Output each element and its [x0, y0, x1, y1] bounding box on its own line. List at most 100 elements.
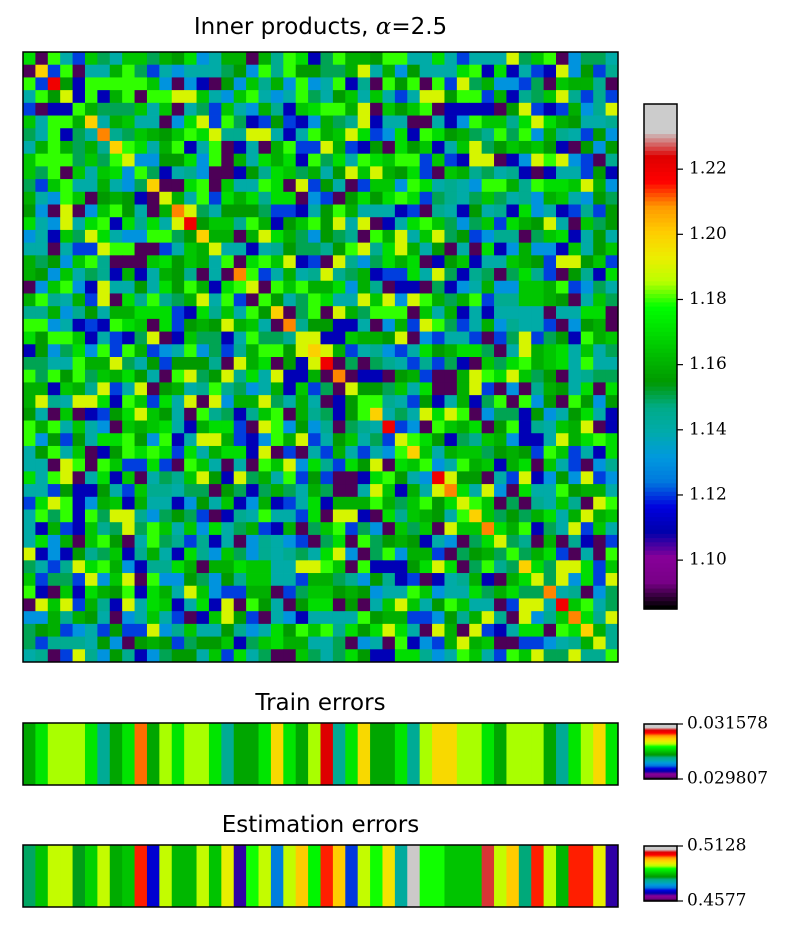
- heatmap-cell: [308, 166, 321, 180]
- heatmap-cell: [258, 90, 272, 104]
- heatmap-cell: [72, 573, 86, 587]
- heatmap-cell: [382, 395, 396, 409]
- heatmap-cell: [444, 52, 458, 66]
- heatmap-cell: [543, 52, 557, 66]
- heatmap-cell: [270, 90, 284, 104]
- heatmap-cell: [506, 649, 520, 663]
- heatmap-cell: [345, 52, 359, 66]
- heatmap-cell: [134, 509, 148, 523]
- heatmap-cell: [320, 191, 334, 205]
- heatmap-cell: [295, 484, 309, 498]
- heatmap-cell: [568, 344, 582, 358]
- heatmap-cell: [320, 90, 334, 104]
- heatmap-cell: [233, 496, 247, 510]
- heatmap-cell: [332, 128, 346, 142]
- heatmap-cell: [122, 560, 135, 574]
- heatmap-cell: [246, 509, 259, 523]
- heatmap-cell: [432, 636, 445, 650]
- heatmap-cell: [580, 52, 594, 66]
- heatmap-cell: [543, 560, 557, 574]
- heatmap-cell: [221, 496, 235, 510]
- heatmap-cell: [419, 534, 433, 549]
- heatmap-cell: [146, 293, 160, 307]
- heatmap-cell: [196, 217, 210, 231]
- heatmap-cell: [494, 179, 507, 193]
- strip-cell: [605, 723, 619, 785]
- heatmap-cell: [270, 458, 284, 472]
- heatmap-cell: [84, 623, 98, 637]
- heatmap-cell: [196, 255, 210, 269]
- heatmap-cell: [283, 420, 297, 434]
- heatmap-cell: [35, 585, 49, 599]
- heatmap-cell: [494, 140, 507, 155]
- heatmap-cell: [84, 611, 98, 625]
- heatmap-cell: [23, 293, 36, 307]
- heatmap-cell: [444, 611, 458, 625]
- heatmap-cell: [432, 534, 445, 549]
- heatmap-cell: [382, 191, 396, 205]
- heatmap-cell: [233, 293, 247, 307]
- heatmap-cell: [109, 306, 123, 320]
- heatmap-cell: [605, 573, 619, 587]
- colorbar-tick-label: 1.10: [689, 550, 727, 570]
- heatmap-cell: [23, 382, 36, 396]
- heatmap-cell: [605, 560, 619, 574]
- heatmap-cell: [35, 204, 49, 218]
- heatmap-cell: [394, 407, 408, 421]
- heatmap-cell: [506, 179, 520, 193]
- heatmap-cell: [60, 166, 73, 180]
- heatmap-cell: [469, 179, 483, 193]
- heatmap-cell: [345, 153, 359, 167]
- heatmap-cell: [171, 293, 185, 307]
- heatmap-cell: [196, 52, 210, 66]
- heatmap-cell: [233, 255, 247, 269]
- strip-cell: [531, 723, 545, 785]
- heatmap-cell: [593, 471, 607, 485]
- heatmap-cell: [72, 268, 86, 282]
- heatmap-cell: [506, 573, 520, 587]
- heatmap-cell: [97, 153, 111, 167]
- heatmap-cell: [72, 611, 86, 625]
- heatmap-cell: [531, 395, 545, 409]
- heatmap-cell: [394, 369, 408, 383]
- diagonal-cell: [568, 611, 582, 625]
- heatmap-cell: [122, 547, 135, 561]
- heatmap-cell: [72, 140, 86, 155]
- heatmap-cell: [134, 306, 148, 320]
- heatmap-cell: [370, 344, 383, 358]
- heatmap-cell: [345, 496, 359, 510]
- heatmap-cell: [258, 102, 272, 116]
- heatmap-cell: [543, 471, 557, 485]
- heatmap-cell: [518, 140, 532, 155]
- heatmap-cell: [184, 458, 197, 472]
- heatmap-cell: [146, 560, 160, 574]
- heatmap-cell: [208, 509, 222, 523]
- heatmap-cell: [283, 331, 297, 345]
- heatmap-cell: [419, 128, 433, 142]
- heatmap-cell: [146, 128, 160, 142]
- strip-cell: [47, 723, 61, 785]
- heatmap-cell: [47, 509, 61, 523]
- heatmap-cell: [531, 420, 545, 434]
- heatmap-cell: [506, 585, 520, 599]
- heatmap-cell: [146, 547, 160, 561]
- heatmap-cell: [456, 293, 470, 307]
- heatmap-cell: [370, 420, 383, 434]
- heatmap-cell: [84, 153, 98, 167]
- heatmap-cell: [568, 153, 582, 167]
- heatmap-cell: [543, 64, 557, 78]
- heatmap-cell: [407, 636, 421, 650]
- heatmap-cell: [481, 268, 495, 282]
- heatmap-cell: [72, 598, 86, 612]
- heatmap-cell: [531, 255, 545, 269]
- heatmap-cell: [146, 445, 160, 460]
- heatmap-cell: [568, 115, 582, 129]
- heatmap-cell: [122, 102, 135, 116]
- heatmap-cell: [357, 64, 371, 78]
- heatmap-cell: [580, 382, 594, 396]
- heatmap-cell: [543, 458, 557, 472]
- heatmap-cell: [246, 140, 259, 155]
- heatmap-cell: [320, 547, 334, 561]
- heatmap-cell: [580, 484, 594, 498]
- heatmap-cell: [456, 140, 470, 155]
